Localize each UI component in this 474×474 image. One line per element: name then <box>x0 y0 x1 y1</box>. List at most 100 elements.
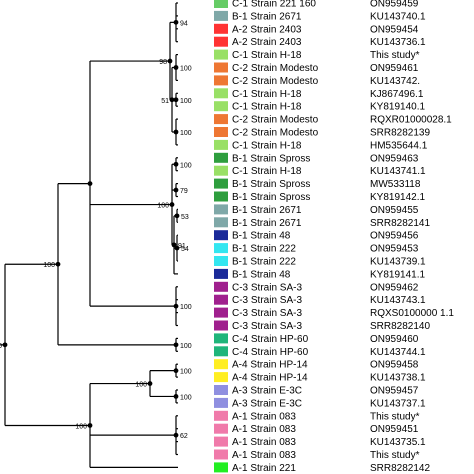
leaf-label: B-1 Strain 2671 <box>232 11 302 22</box>
clade-color-swatch <box>214 62 228 73</box>
bootstrap-value: 100 <box>157 203 169 210</box>
leaf-row: C-3 Strain SA-3 RQXS0100000 1.1 <box>214 307 454 319</box>
bootstrap-value: 100 <box>180 394 192 401</box>
leaf-row: C-3 Strain SA-3 SRR8282140 <box>214 320 430 332</box>
leaf-accession: RQXS0100000 1.1 <box>370 308 454 319</box>
leaf-row: A-4 Strain HP-14 KU143738.1 <box>214 372 426 384</box>
clade-color-swatch <box>214 397 228 408</box>
bootstrap-value: 100 <box>180 369 192 376</box>
leaf-row: C-3 Strain SA-3 KU143743.1 <box>214 294 426 306</box>
node-marker <box>173 303 179 309</box>
clade-color-swatch <box>214 217 228 228</box>
bootstrap-value: 94 <box>180 20 188 27</box>
leaf-accession: MW533118 <box>370 179 421 190</box>
clade-color-swatch <box>214 294 228 305</box>
leaf-row: B-1 Strain Spross ON959463 <box>214 152 419 164</box>
clade-color-swatch <box>214 281 228 292</box>
bootstrap-value: 100 <box>180 304 192 311</box>
node-marker <box>87 423 93 428</box>
leaf-accession: SRR8282142 <box>370 463 430 474</box>
leaf-accession: ON959455 <box>370 205 419 216</box>
leaf-row: C-1 Strain H-18 KY819140.1 <box>214 101 425 113</box>
leaf-row: A-3 Strain E-3C KU143737.1 <box>214 397 426 409</box>
clade-color-swatch <box>214 36 228 47</box>
leaf-accession: KU143738.1 <box>370 373 426 384</box>
leaf-row: B-1 Strain 222 ON959453 <box>214 243 419 255</box>
bootstrap-value: 100 <box>135 382 147 389</box>
clade-color-swatch <box>214 152 228 163</box>
leaf-label: B-1 Strain Spross <box>232 179 310 190</box>
leaf-label: C-1 Strain H-18 <box>232 166 302 177</box>
clade-color-swatch <box>214 307 228 318</box>
leaf-row: C-2 Strain Modesto ON959461 <box>214 62 419 74</box>
node-marker <box>173 342 179 348</box>
node-marker <box>173 368 179 374</box>
leaf-label: C-1 Strain 221 160 <box>232 0 316 10</box>
clade-color-swatch <box>214 243 228 254</box>
clade-color-swatch <box>214 127 228 137</box>
leaf-label: C-1 Strain H-18 <box>232 140 302 151</box>
leaf-accession: KU143744.1 <box>370 347 426 358</box>
leaf-row: C-4 Strain HP-60 ON959460 <box>214 333 419 345</box>
leaf-row: B-1 Strain Spross MW533118 <box>214 178 421 190</box>
leaf-label: B-1 Strain 222 <box>232 244 296 255</box>
clade-color-swatch <box>214 75 228 86</box>
bootstrap-value: 100 <box>180 130 192 137</box>
clade-color-swatch <box>214 423 228 434</box>
leaf-label: C-3 Strain SA-3 <box>232 282 302 293</box>
leaf-accession: KU143739.1 <box>370 257 426 268</box>
leaf-row: B-1 Strain Spross KY819142.1 <box>214 191 425 203</box>
bootstrap-value: 91 <box>178 243 186 250</box>
leaf-accession: KU143740.1 <box>370 11 426 22</box>
node-marker <box>169 202 175 207</box>
clade-color-swatch <box>214 49 228 60</box>
clade-color-swatch <box>214 230 228 241</box>
leaf-accession: KU143736.1 <box>370 37 426 48</box>
clade-color-swatch <box>214 23 228 34</box>
leaf-row: B-1 Strain 2671 SRR8282141 <box>214 217 430 229</box>
leaf-label: A-1 Strain 083 <box>232 411 296 422</box>
node-marker <box>171 242 177 248</box>
node-marker <box>174 213 180 219</box>
node-marker <box>173 19 179 25</box>
leaf-row: C-1 Strain 221 160 ON959459 <box>214 0 419 10</box>
bootstrap-value: 100 <box>180 66 192 73</box>
bootstrap-value: 100 <box>180 343 192 350</box>
leaf-row: B-1 Strain 48 KY819141.1 <box>214 268 425 280</box>
leaf-accession: ON959457 <box>370 386 419 397</box>
leaf-label: A-2 Strain 2403 <box>232 37 302 48</box>
node-marker <box>87 181 93 187</box>
leaf-row: A-2 Strain 2403 KU143736.1 <box>214 36 426 48</box>
bootstrap-value: 100 <box>43 262 55 269</box>
leaf-row: C-4 Strain HP-60 KU143744.1 <box>214 346 426 358</box>
leaf-label: A-3 Strain E-3C <box>232 386 302 397</box>
leaf-accession: KJ867496.1 <box>370 89 424 100</box>
clade-color-swatch <box>214 372 228 383</box>
leaf-row: A-3 Strain E-3C ON959457 <box>214 385 419 397</box>
leaf-label: C-1 Strain H-18 <box>232 89 302 100</box>
leaf-accession: KY819141.1 <box>370 269 425 280</box>
clade-color-swatch <box>214 449 228 460</box>
clade-color-swatch <box>214 268 228 279</box>
bootstrap-value: 53 <box>181 214 189 221</box>
leaf-accession: ON959460 <box>370 334 419 345</box>
leaf-accession: SRR8282139 <box>370 128 430 139</box>
leaf-accession: KY819142.1 <box>370 192 425 203</box>
leaf-row: C-1 Strain H-18 KU143741.1 <box>214 165 426 177</box>
clade-color-swatch <box>214 101 228 112</box>
leaf-accession: ON959458 <box>370 360 419 371</box>
leaf-row: A-4 Strain HP-14 ON959458 <box>214 359 419 371</box>
leaf-accession: RQXR01000028.1 <box>370 115 452 126</box>
leaf-accession: KU143741.1 <box>370 166 426 177</box>
leaf-label: C-3 Strain SA-3 <box>232 295 302 306</box>
leaf-accession: ON959454 <box>370 24 419 35</box>
clade-color-swatch <box>214 346 228 357</box>
leaf-label: A-1 Strain 083 <box>232 437 296 448</box>
node-marker <box>173 97 179 103</box>
bootstrap-value: 100 <box>0 343 2 350</box>
bootstrap-value: 100 <box>180 98 192 105</box>
leaf-label: B-1 Strain 2671 <box>232 205 302 216</box>
leaf-row: B-1 Strain 222 KU143739.1 <box>214 256 426 268</box>
leaf-row: C-1 Strain H-18 This study* <box>214 49 420 61</box>
leaf-accession: ON959461 <box>370 63 419 74</box>
